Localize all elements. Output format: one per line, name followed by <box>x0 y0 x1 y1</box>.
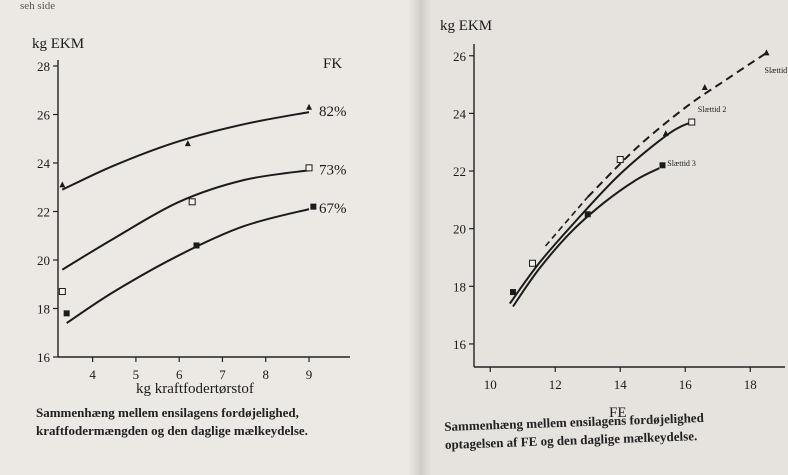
chart1-series-1-point <box>184 140 191 147</box>
chart1-x-tick-label: 9 <box>306 367 313 382</box>
left-caption: Sammenhæng mellem ensilagens fordøjeligh… <box>36 404 308 440</box>
chart2-y-tick-label: 20 <box>453 222 466 237</box>
chart2-y-tick-label: 24 <box>453 106 467 121</box>
chart1-x-tick-label: 6 <box>176 367 183 382</box>
chart1-y-tick-label: 16 <box>37 350 51 365</box>
chart1-x-tick-label: 7 <box>219 367 226 382</box>
chart2-series-1-line-dashed <box>544 196 589 247</box>
chart2-x-tick-label: 18 <box>744 377 757 392</box>
chart2-series-3-label: Slættid 3 <box>667 159 696 168</box>
chart2-x-tick-label: 16 <box>679 377 693 392</box>
chart1-y-tick-label: 24 <box>37 156 51 171</box>
chart2-series-2-point <box>688 118 696 126</box>
chart2-series-1-point <box>763 49 770 56</box>
chart2-series-1-point <box>701 83 708 90</box>
book-gutter <box>408 0 432 475</box>
chart1-y-tick-label: 28 <box>37 59 50 74</box>
chart2-series-3-point <box>510 289 516 296</box>
left-caption-line-2: kraftfodermængden og den daglige mælkeyd… <box>36 423 308 438</box>
chart2-y-tick-label: 26 <box>453 49 467 64</box>
chart2-y-tick-label: 16 <box>453 337 467 352</box>
chart1-y-tick-label: 22 <box>37 205 50 220</box>
chart2-series-3-point <box>659 162 666 169</box>
chart2-series-3-line <box>512 167 660 308</box>
chart2-series-2-line <box>508 121 693 305</box>
chart1-series-2-point <box>58 288 66 296</box>
chart1-x-tick-label: 5 <box>133 367 140 382</box>
top-text-fragment: seh side <box>20 0 56 12</box>
chart2-x-tick-label: 14 <box>614 377 628 392</box>
chart2-y-tick-label: 22 <box>453 164 466 179</box>
chart2-series-2-point <box>616 156 624 164</box>
chart2-series-1-label: Slættid 1 <box>765 66 788 75</box>
chart1-y-tick-label: 18 <box>37 302 50 317</box>
chart2-series-2-point <box>529 259 536 267</box>
chart1-x-tick-label: 4 <box>89 367 96 382</box>
chart1-series-3-point <box>310 203 317 210</box>
chart1-legend-title: FK <box>323 56 342 72</box>
chart2-series-1-line <box>587 52 768 198</box>
chart1-y-axis-label: kg EKM <box>32 36 84 52</box>
chart2-x-tick-label: 10 <box>484 377 497 392</box>
chart2-x-axis-label: FE <box>609 405 627 421</box>
chart2-series-2-label: Slættid 2 <box>698 105 727 114</box>
chart1-series-3-line <box>66 208 310 324</box>
chart2-y-tick-label: 18 <box>453 279 466 294</box>
chart1-series-1-point <box>306 103 313 110</box>
chart1-series-1-point <box>59 181 66 188</box>
left-caption-line-1: Sammenhæng mellem ensilagens fordøjeligh… <box>36 405 299 420</box>
chart1-series-2-line <box>61 169 310 271</box>
chart1-x-tick-label: 8 <box>263 367 270 382</box>
chart2-series-3-point <box>584 211 591 218</box>
chart1-series-3-point <box>193 242 200 249</box>
chart1-y-tick-label: 26 <box>37 108 51 123</box>
chart1-y-tick-label: 20 <box>37 253 50 268</box>
chart1-series-2-point <box>188 198 196 206</box>
chart2-x-tick-label: 12 <box>549 377 562 392</box>
chart1-series-3-point <box>63 310 70 317</box>
left-page <box>0 0 420 475</box>
chart1-series-2-point <box>305 164 313 172</box>
chart1-series-1-label: 82% <box>319 104 347 120</box>
chart1-x-axis-label: kg kraftfodertørstof <box>136 381 254 397</box>
chart1-series-3-label: 67% <box>319 201 347 217</box>
chart1-series-1-line <box>61 111 310 191</box>
chart2-y-axis-label: kg EKM <box>440 18 492 34</box>
chart1-series-2-label: 73% <box>319 162 347 178</box>
